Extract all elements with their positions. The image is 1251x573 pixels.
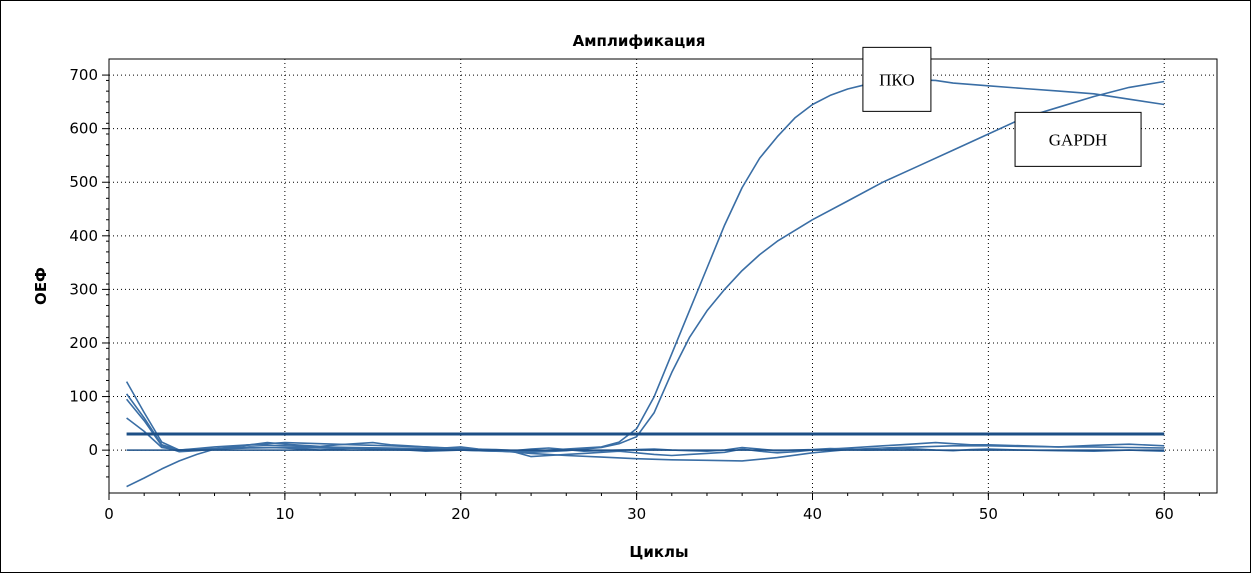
- x-tick-label-6: 60: [1155, 505, 1174, 523]
- y-tick-label-6: 600: [69, 120, 98, 138]
- x-tick-label-2: 20: [451, 505, 470, 523]
- series-line-3: [125, 398, 1165, 458]
- y-tick-label-5: 500: [69, 173, 98, 191]
- x-ticks: 0 10 20 30 40 50 60: [104, 493, 1200, 523]
- y-tick-label-2: 200: [69, 334, 98, 352]
- annotation-label-1: GAPDH: [1049, 130, 1108, 149]
- x-tick-label-0: 0: [104, 505, 114, 523]
- x-tick-label-1: 10: [275, 505, 294, 523]
- series-line-0: [125, 79, 1165, 453]
- plot-area-border: [108, 58, 1218, 494]
- chart-title: Амплификация: [573, 32, 706, 50]
- y-axis-label: ОЕФ: [32, 267, 50, 305]
- x-axis-label: Циклы: [629, 543, 688, 561]
- annotation-label-0: ПКО: [879, 70, 914, 89]
- annotation-box-1: [1014, 111, 1142, 167]
- y-tick-label-1: 100: [69, 388, 98, 406]
- y-tick-label-4: 400: [69, 227, 98, 245]
- x-tick-label-4: 40: [803, 505, 822, 523]
- y-tick-label-3: 300: [69, 280, 98, 298]
- axes: [108, 58, 1218, 494]
- y-ticks: 0 100 200 300 400 500 600 700: [69, 66, 109, 478]
- annotation-box-0: [862, 46, 932, 112]
- x-tick-label-3: 30: [627, 505, 646, 523]
- y-tick-label-0: 0: [88, 441, 98, 459]
- series-group: [125, 79, 1165, 488]
- y-tick-label-7: 700: [69, 66, 98, 84]
- annotations: ПКО GAPDH: [862, 46, 1142, 167]
- x-tick-label-5: 50: [979, 505, 998, 523]
- threshold-group: [126, 432, 1165, 451]
